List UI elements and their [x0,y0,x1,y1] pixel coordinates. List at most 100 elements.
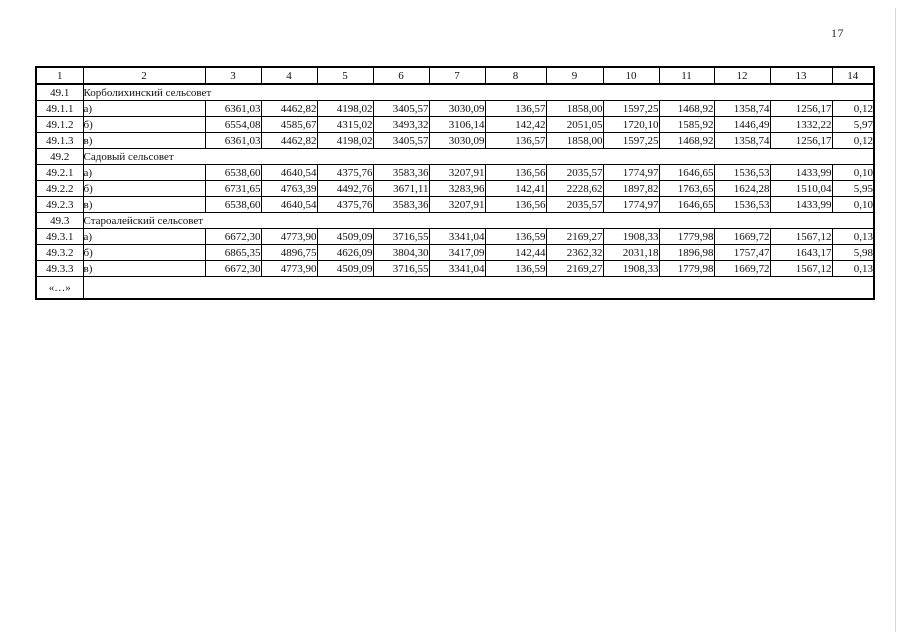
value-cell: 4896,75 [260,244,318,261]
value-cell: 2169,27 [545,228,604,245]
table-row: 49.3.2 б) 6865,35 4896,75 4626,09 3804,30 3417… [35,244,875,261]
scan-artifact-line [895,8,896,632]
value-cell: 4462,82 [260,132,318,149]
value-cell: 136,59 [484,228,547,245]
value-cell: 1446,49 [713,116,771,133]
value-cell: 3583,36 [372,196,430,213]
value-cell: 2362,32 [545,244,604,261]
letter-cell: а) [82,228,206,245]
value-cell: 3583,36 [372,164,430,181]
table-body: 49.1 Корболихинский сельсовет 49.1.1 а) 6361… [35,83,875,300]
value-cell: 4585,67 [260,116,318,133]
empty-cell [82,276,875,300]
column-header: 10 [602,66,660,85]
value-cell: 2169,27 [545,260,604,277]
value-cell: 4198,02 [316,132,374,149]
value-cell: 6554,08 [204,116,262,133]
value-cell: 2035,57 [545,164,604,181]
row-number-cell: 49.2.1 [35,164,84,181]
value-cell: 1624,28 [713,180,771,197]
table-row: 49.2.2 б) 6731,65 4763,39 4492,76 3671,11 3283… [35,180,875,197]
value-cell: 6538,60 [204,164,262,181]
row-number-cell: 49.1.1 [35,100,84,117]
value-cell: 5,98 [831,244,875,261]
value-cell: 1536,53 [713,196,771,213]
value-cell: 4315,02 [316,116,374,133]
section-row: 49.1 Корболихинский сельсовет [35,83,875,101]
data-table: 1 2 3 4 5 6 7 8 9 10 11 12 13 14 49.1 Корболихинский с… [35,66,875,300]
letter-cell: в) [82,260,206,277]
value-cell: 142,42 [484,116,547,133]
value-cell: 3030,09 [428,132,486,149]
value-cell: 136,56 [484,164,547,181]
value-cell: 142,41 [484,180,547,197]
column-header: 3 [204,66,262,85]
value-cell: 3341,04 [428,260,486,277]
row-number-cell: «…» [35,276,84,300]
value-cell: 1896,98 [658,244,715,261]
value-cell: 1468,92 [658,100,715,117]
value-cell: 6672,30 [204,260,262,277]
column-header: 5 [316,66,374,85]
value-cell: 1567,12 [769,228,833,245]
page-number: 17 [831,26,844,40]
value-cell: 1908,33 [602,228,660,245]
value-cell: 4763,39 [260,180,318,197]
value-cell: 3671,11 [372,180,430,197]
value-cell: 6865,35 [204,244,262,261]
value-cell: 1757,47 [713,244,771,261]
table-row: 49.3.1 а) 6672,30 4773,90 4509,09 3716,55 3341… [35,228,875,245]
letter-cell: в) [82,196,206,213]
value-cell: 0,12 [831,100,875,117]
value-cell: 1468,92 [658,132,715,149]
row-number-cell: 49.3.1 [35,228,84,245]
value-cell: 4773,90 [260,228,318,245]
row-number-cell: 49.3.2 [35,244,84,261]
value-cell: 3405,57 [372,100,430,117]
value-cell: 3207,91 [428,164,486,181]
value-cell: 142,44 [484,244,547,261]
value-cell: 6731,65 [204,180,262,197]
value-cell: 3283,96 [428,180,486,197]
value-cell: 1858,00 [545,100,604,117]
row-number-cell: 49.3 [35,212,84,229]
column-header: 9 [545,66,604,85]
letter-cell: а) [82,100,206,117]
row-number-cell: 49.2.2 [35,180,84,197]
value-cell: 1779,98 [658,228,715,245]
value-cell: 1646,65 [658,196,715,213]
value-cell: 3405,57 [372,132,430,149]
value-cell: 2035,57 [545,196,604,213]
row-number-cell: 49.2 [35,148,84,165]
value-cell: 136,57 [484,100,547,117]
value-cell: 4375,76 [316,164,374,181]
value-cell: 2228,62 [545,180,604,197]
letter-cell: б) [82,180,206,197]
value-cell: 1433,99 [769,164,833,181]
value-cell: 0,13 [831,260,875,277]
value-cell: 0,13 [831,228,875,245]
value-cell: 3804,30 [372,244,430,261]
value-cell: 1779,98 [658,260,715,277]
value-cell: 3106,14 [428,116,486,133]
value-cell: 136,57 [484,132,547,149]
row-number-cell: 49.1.2 [35,116,84,133]
value-cell: 2051,05 [545,116,604,133]
section-row: 49.3 Староалейский сельсовет [35,212,875,229]
row-number-cell: 49.1 [35,83,84,101]
value-cell: 1669,72 [713,228,771,245]
table-header: 1 2 3 4 5 6 7 8 9 10 11 12 13 14 [35,66,875,85]
letter-cell: б) [82,116,206,133]
value-cell: 4375,76 [316,196,374,213]
value-cell: 1597,25 [602,100,660,117]
value-cell: 1908,33 [602,260,660,277]
value-cell: 3716,55 [372,260,430,277]
table-row: 49.2.1 а) 6538,60 4640,54 4375,76 3583,36 3207… [35,164,875,181]
table-row: 49.1.3 в) 6361,03 4462,82 4198,02 3405,57 3030… [35,132,875,149]
value-cell: 1897,82 [602,180,660,197]
column-header: 12 [713,66,771,85]
value-cell: 4198,02 [316,100,374,117]
column-header: 13 [769,66,833,85]
value-cell: 4640,54 [260,196,318,213]
value-cell: 1763,65 [658,180,715,197]
